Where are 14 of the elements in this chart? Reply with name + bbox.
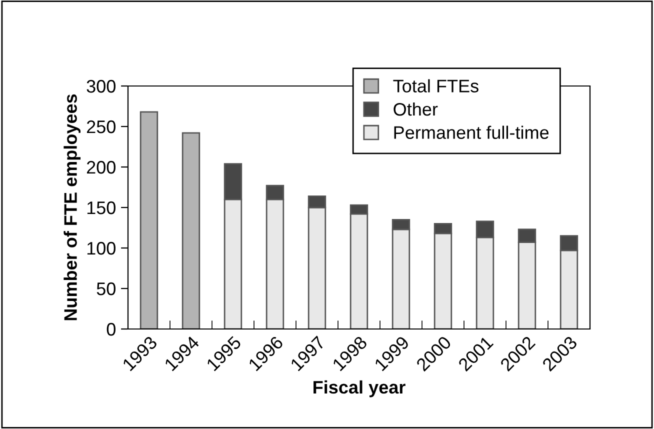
legend-label: Permanent full-time	[394, 126, 549, 139]
y-tick-label: 100	[87, 242, 116, 255]
y-tick-label: 200	[86, 160, 116, 174]
bar	[182, 132, 200, 329]
y-axis-title: Number of FTE employees	[64, 94, 81, 320]
legend-label: Total FTEs	[393, 79, 478, 92]
bar	[140, 111, 158, 329]
y-tick-label: 250	[86, 120, 116, 134]
y-tick-label: 300	[86, 80, 116, 93]
legend-label: Other	[394, 102, 438, 116]
y-tick-label: 0	[106, 322, 116, 336]
y-tick-label: 50	[96, 282, 116, 296]
y-tick-label: 150	[87, 201, 116, 214]
x-axis-title: Fiscal year	[314, 380, 406, 398]
